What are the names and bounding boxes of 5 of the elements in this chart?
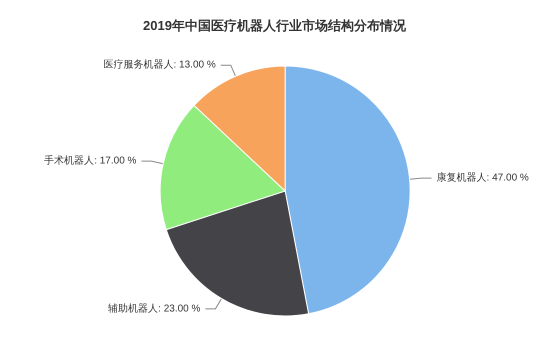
slice-label: 辅助机器人: 23.00 % <box>108 302 201 314</box>
slice-label: 医疗服务机器人: 13.00 % <box>103 58 216 71</box>
slice-label: 手术机器人: 17.00 % <box>44 154 137 167</box>
slice-label: 康复机器人: 47.00 % <box>436 172 529 184</box>
chart-title: 2019年中国医疗机器人行业市场结构分布情况 <box>143 18 407 33</box>
